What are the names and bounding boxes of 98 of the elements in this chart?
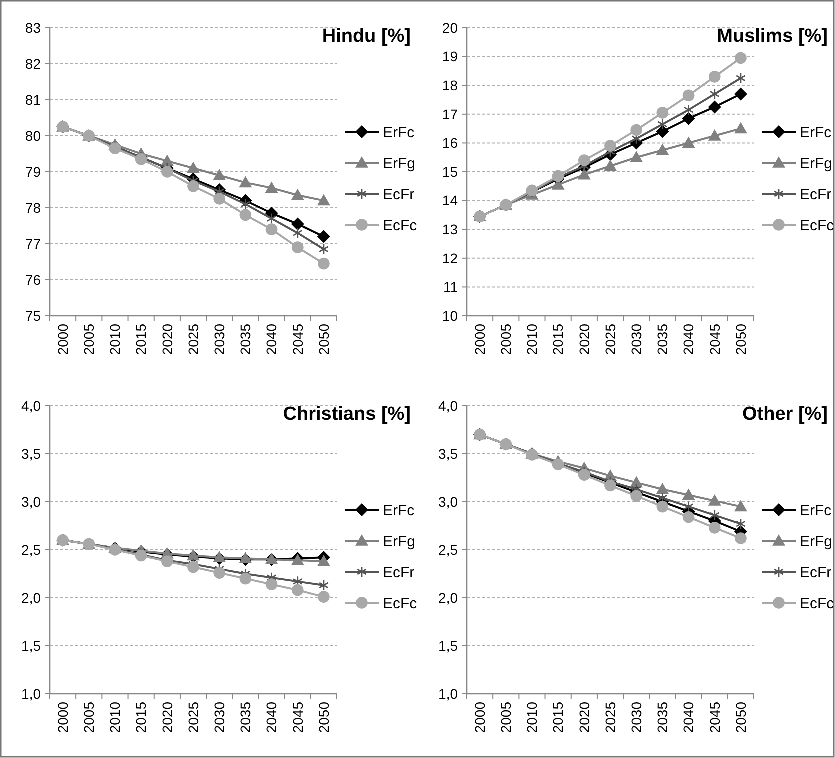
y-tick-label: 20: [442, 20, 458, 36]
legend-label: EcFr: [800, 186, 832, 204]
y-tick-label: 3,0: [438, 494, 458, 510]
y-tick-label: 76: [25, 272, 42, 288]
y-tick-label: 16: [442, 135, 458, 152]
y-tick-label: 82: [25, 56, 42, 72]
x-tick-label: 2050: [316, 702, 332, 734]
y-tick-label: 3,0: [22, 494, 42, 510]
y-tick-label: 3,5: [22, 446, 42, 462]
legend-label: EcFc: [383, 217, 418, 234]
x-tick-label: 2015: [133, 324, 150, 356]
x-tick-label: 2035: [654, 324, 671, 356]
x-tick-label: 2025: [185, 324, 202, 356]
y-tick-label: 78: [25, 200, 42, 216]
x-tick-label: 2040: [680, 324, 697, 356]
legend-label: EcFc: [800, 217, 835, 234]
legend-label: ErFc: [800, 502, 832, 520]
x-tick-label: 2040: [680, 702, 697, 734]
x-tick-label: 2020: [576, 702, 592, 734]
x-tick-label: 2030: [628, 702, 644, 734]
legend-label: ErFg: [383, 155, 416, 172]
x-tick-label: 2000: [472, 702, 488, 734]
x-tick-label: 2045: [290, 702, 306, 734]
x-tick-label: 2010: [524, 702, 540, 734]
x-tick-label: 2010: [107, 324, 124, 356]
x-tick-label: 2025: [602, 702, 618, 734]
legend-label: ErFg: [800, 155, 833, 172]
x-tick-label: 2030: [628, 324, 644, 356]
x-tick-label: 2020: [159, 324, 176, 356]
x-tick-label: 2020: [576, 324, 592, 356]
legend-label: ErFc: [800, 124, 832, 142]
x-tick-label: 2000: [54, 324, 71, 356]
y-tick-label: 10: [442, 308, 458, 324]
y-tick-label: 2,5: [438, 542, 458, 558]
legend-label: ErFc: [383, 124, 416, 142]
legend-label: ErFc: [383, 502, 416, 520]
legend-label: ErFg: [800, 533, 833, 550]
y-tick-label: 1,0: [22, 686, 42, 702]
x-tick-label: 2030: [211, 324, 228, 356]
chart-title: Other [%]: [742, 404, 828, 425]
chart-title: Christians [%]: [283, 404, 411, 425]
legend-label: EcFr: [383, 186, 415, 204]
y-tick-label: 18: [442, 78, 458, 94]
y-tick-label: 81: [25, 92, 42, 108]
x-tick-label: 2035: [654, 702, 671, 734]
chart-title: Muslims [%]: [717, 26, 828, 47]
x-tick-label: 2030: [211, 702, 228, 734]
x-tick-label: 2045: [706, 324, 723, 356]
x-tick-label: 2050: [732, 702, 749, 734]
legend-label: EcFc: [800, 595, 835, 612]
y-tick-label: 79: [25, 164, 42, 180]
x-tick-label: 2010: [107, 702, 124, 734]
y-tick-label: 17: [442, 106, 458, 122]
x-tick-label: 2015: [133, 702, 150, 734]
x-tick-label: 2000: [54, 702, 71, 734]
x-tick-label: 2050: [316, 324, 332, 356]
x-tick-label: 2040: [264, 702, 280, 734]
x-tick-label: 2045: [290, 324, 306, 356]
x-tick-label: 2005: [498, 324, 514, 356]
x-tick-label: 2025: [602, 324, 618, 356]
x-tick-label: 2010: [524, 324, 540, 356]
x-tick-label: 2040: [264, 324, 280, 356]
legend-label: EcFr: [800, 564, 832, 582]
x-tick-label: 2050: [732, 324, 749, 356]
y-tick-label: 83: [25, 20, 42, 36]
y-tick-label: 1,0: [438, 686, 458, 702]
y-tick-label: 11: [443, 279, 458, 296]
y-tick-label: 80: [25, 128, 42, 144]
x-tick-label: 2035: [238, 324, 254, 356]
legend-label: EcFc: [383, 595, 418, 612]
x-tick-label: 2005: [81, 702, 98, 734]
x-tick-label: 2015: [550, 324, 566, 356]
x-tick-label: 2025: [185, 702, 202, 734]
y-tick-label: 2,0: [438, 590, 458, 606]
y-tick-label: 77: [25, 236, 42, 252]
y-tick-label: 1,5: [22, 638, 42, 654]
y-tick-label: 75: [25, 308, 42, 324]
x-tick-label: 2015: [550, 702, 566, 734]
x-tick-label: 2005: [81, 324, 98, 356]
y-tick-label: 2,5: [22, 542, 42, 558]
y-tick-label: 3,5: [438, 446, 458, 462]
legend-label: ErFg: [383, 533, 416, 550]
chart-title: Hindu [%]: [322, 26, 411, 47]
y-tick-label: 4,0: [22, 398, 42, 414]
legend-label: EcFr: [383, 564, 415, 582]
y-tick-label: 14: [442, 192, 458, 209]
y-tick-label: 19: [442, 48, 458, 65]
x-tick-label: 2035: [238, 702, 254, 734]
x-tick-label: 2020: [159, 702, 176, 734]
y-tick-label: 12: [442, 250, 458, 266]
x-tick-label: 2005: [498, 702, 514, 734]
y-tick-label: 4,0: [438, 398, 458, 414]
y-tick-label: 1,5: [438, 638, 458, 654]
y-tick-label: 2,0: [22, 590, 42, 606]
x-tick-label: 2045: [706, 702, 723, 734]
x-tick-label: 2000: [472, 324, 488, 356]
y-tick-label: 13: [442, 222, 458, 238]
y-tick-label: 15: [442, 164, 458, 180]
